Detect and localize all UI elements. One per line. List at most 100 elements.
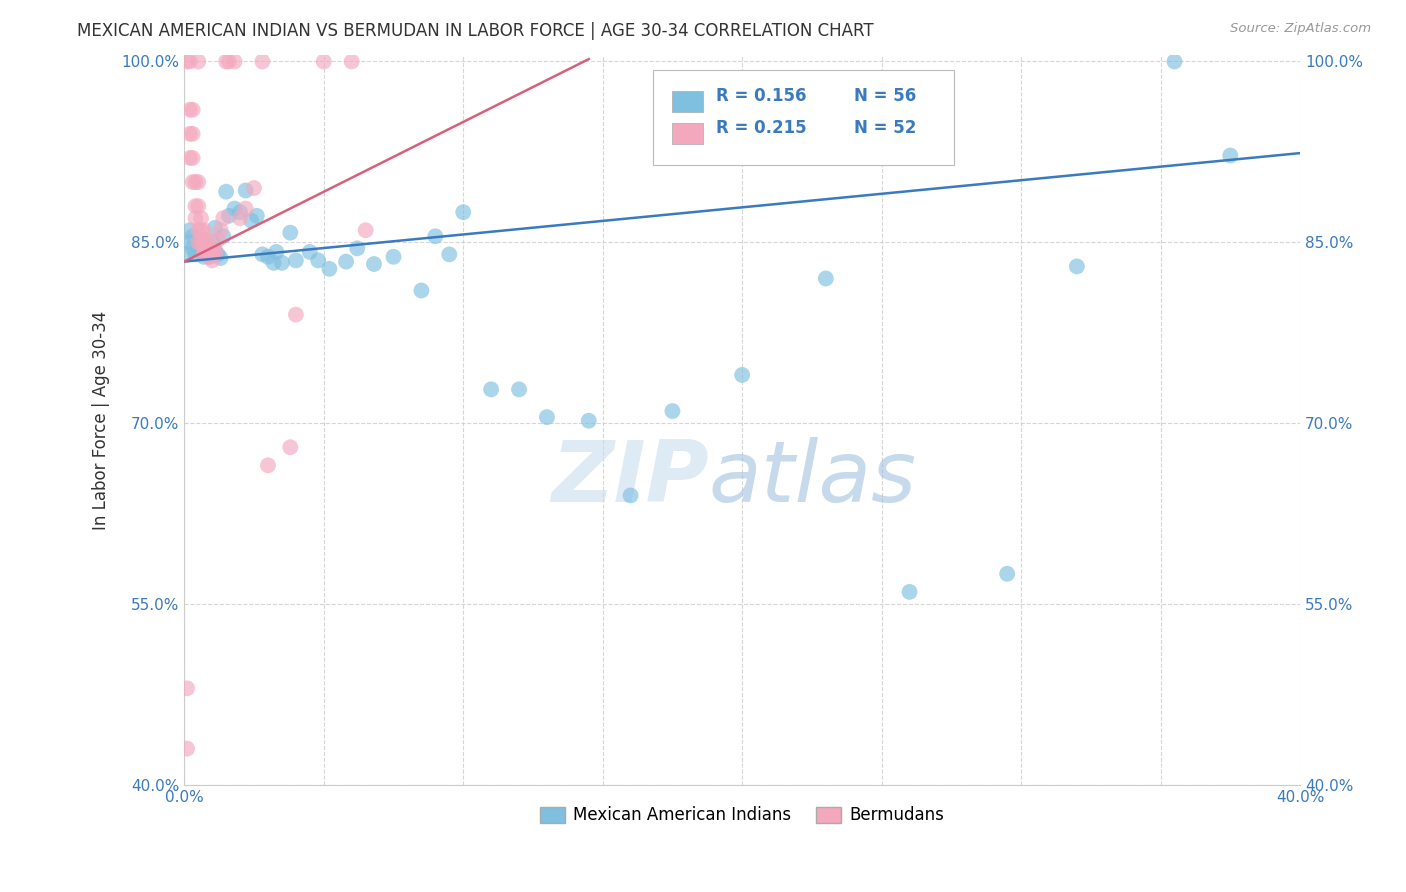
Point bbox=[198, 250, 221, 264]
Point bbox=[382, 250, 405, 264]
Point bbox=[187, 54, 209, 69]
Point bbox=[731, 368, 754, 382]
Point bbox=[179, 235, 201, 250]
Point bbox=[661, 404, 683, 418]
Text: R = 0.215: R = 0.215 bbox=[717, 120, 807, 137]
Text: Source: ZipAtlas.com: Source: ZipAtlas.com bbox=[1230, 22, 1371, 36]
Point bbox=[335, 254, 357, 268]
Point bbox=[179, 103, 201, 117]
Point bbox=[201, 247, 224, 261]
Point bbox=[215, 54, 238, 69]
Point bbox=[184, 211, 207, 226]
Point bbox=[181, 103, 204, 117]
Point bbox=[195, 247, 218, 261]
Text: ZIP: ZIP bbox=[551, 437, 709, 520]
Point bbox=[204, 220, 226, 235]
Point bbox=[212, 229, 235, 244]
Point bbox=[451, 205, 474, 219]
Point bbox=[198, 250, 221, 264]
Point bbox=[184, 175, 207, 189]
Point bbox=[187, 175, 209, 189]
Point bbox=[814, 271, 837, 285]
Point bbox=[411, 284, 433, 298]
Point bbox=[263, 256, 285, 270]
Point bbox=[209, 251, 232, 265]
Point bbox=[363, 257, 385, 271]
Point bbox=[181, 151, 204, 165]
Legend: Mexican American Indians, Bermudans: Mexican American Indians, Bermudans bbox=[533, 800, 952, 831]
Point bbox=[209, 223, 232, 237]
Point bbox=[278, 226, 301, 240]
Point bbox=[195, 247, 218, 261]
Point bbox=[215, 185, 238, 199]
Text: atlas: atlas bbox=[709, 437, 917, 520]
Point bbox=[224, 202, 246, 216]
Point bbox=[184, 199, 207, 213]
Point bbox=[312, 54, 335, 69]
Point bbox=[346, 241, 368, 255]
Point bbox=[425, 229, 447, 244]
Point bbox=[198, 244, 221, 258]
Point bbox=[176, 247, 198, 261]
Point bbox=[204, 244, 226, 258]
Point bbox=[354, 223, 377, 237]
Point bbox=[298, 244, 321, 259]
Point bbox=[207, 233, 229, 247]
Point bbox=[229, 205, 252, 219]
Point bbox=[181, 229, 204, 244]
Point bbox=[193, 241, 215, 255]
Point bbox=[235, 184, 257, 198]
Point bbox=[271, 256, 294, 270]
Point bbox=[1066, 260, 1088, 274]
FancyBboxPatch shape bbox=[652, 70, 955, 165]
Point bbox=[190, 211, 212, 226]
Point bbox=[187, 237, 209, 252]
Point bbox=[195, 243, 218, 257]
Point bbox=[193, 247, 215, 261]
Point bbox=[229, 211, 252, 226]
Point bbox=[284, 308, 307, 322]
Point bbox=[190, 235, 212, 250]
Point bbox=[898, 585, 921, 599]
Point bbox=[187, 199, 209, 213]
Point bbox=[176, 54, 198, 69]
Point bbox=[578, 414, 600, 428]
Point bbox=[252, 54, 274, 69]
Point bbox=[257, 250, 280, 264]
Point bbox=[252, 247, 274, 261]
Point bbox=[212, 211, 235, 226]
Point bbox=[201, 253, 224, 268]
Point bbox=[204, 244, 226, 258]
Point bbox=[181, 175, 204, 189]
Point bbox=[201, 235, 224, 250]
Text: N = 56: N = 56 bbox=[853, 87, 915, 105]
Point bbox=[193, 223, 215, 237]
Point bbox=[179, 151, 201, 165]
Point bbox=[257, 458, 280, 473]
Point bbox=[201, 247, 224, 261]
FancyBboxPatch shape bbox=[672, 123, 703, 144]
Point bbox=[318, 261, 340, 276]
Point bbox=[619, 488, 641, 502]
Point bbox=[193, 233, 215, 247]
Point bbox=[243, 181, 266, 195]
Point bbox=[340, 54, 363, 69]
Point bbox=[187, 235, 209, 250]
Text: N = 52: N = 52 bbox=[853, 120, 917, 137]
Point bbox=[207, 247, 229, 261]
Point bbox=[190, 244, 212, 258]
Point bbox=[278, 440, 301, 454]
Point bbox=[181, 241, 204, 255]
Point bbox=[184, 247, 207, 261]
FancyBboxPatch shape bbox=[672, 91, 703, 112]
Point bbox=[995, 566, 1018, 581]
Point bbox=[224, 54, 246, 69]
Point bbox=[1219, 148, 1241, 162]
Point bbox=[218, 209, 240, 223]
Point bbox=[179, 223, 201, 237]
Point bbox=[246, 209, 269, 223]
Point bbox=[439, 247, 461, 261]
Point bbox=[218, 54, 240, 69]
Point bbox=[181, 127, 204, 141]
Point bbox=[508, 383, 530, 397]
